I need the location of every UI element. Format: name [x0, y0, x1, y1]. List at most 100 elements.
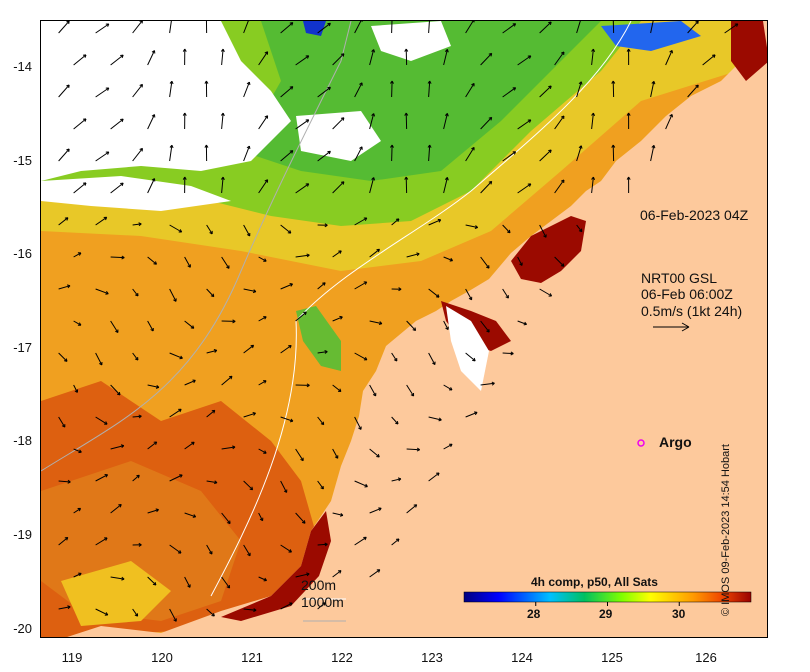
- current-vector: [73, 118, 87, 130]
- cloud-mask-4: [371, 21, 451, 61]
- current-vector: [480, 181, 493, 194]
- current-vector: [295, 254, 310, 258]
- current-vector-head: [120, 444, 125, 449]
- current-vector: [147, 384, 160, 388]
- current-vector-head: [178, 408, 182, 413]
- current-vector: [332, 448, 339, 459]
- current-vector: [591, 113, 594, 130]
- current-vector-head: [120, 118, 124, 123]
- current-vector: [369, 384, 377, 397]
- current-vector-head: [364, 483, 368, 488]
- current-vector: [369, 113, 375, 130]
- current-vector-head: [410, 392, 415, 397]
- current-vector-head: [139, 21, 143, 24]
- current-vector: [169, 352, 183, 359]
- current-vector-head: [151, 50, 156, 54]
- x-tick-label: 124: [511, 650, 533, 665]
- current-vector: [95, 537, 108, 546]
- current-vector: [502, 87, 516, 98]
- current-vector-head: [229, 375, 233, 380]
- current-vector-head: [204, 80, 209, 84]
- current-vector: [258, 256, 267, 262]
- current-vector: [369, 320, 383, 325]
- current-vector-head: [543, 234, 547, 238]
- current-vector-head: [118, 504, 122, 508]
- current-vector: [221, 256, 230, 269]
- current-vector-head: [300, 457, 304, 462]
- current-vector-head: [578, 81, 583, 85]
- current-vector: [258, 51, 269, 66]
- current-vector-head: [303, 311, 307, 316]
- current-vector: [258, 115, 269, 130]
- current-vector-head: [138, 542, 142, 547]
- current-vector-head: [246, 232, 251, 237]
- colorbar-tick-marks: [535, 602, 680, 606]
- current-vector: [517, 256, 523, 266]
- current-vector: [369, 248, 380, 258]
- current-vector: [110, 445, 124, 450]
- current-vector-head: [437, 218, 442, 223]
- current-vector: [280, 480, 288, 493]
- current-vector: [332, 384, 342, 392]
- current-vector-head: [151, 178, 156, 182]
- y-tick-label: -16: [13, 246, 32, 261]
- current-vector-head: [227, 520, 231, 525]
- argo-label: Argo: [659, 434, 692, 450]
- current-vector: [332, 570, 342, 578]
- current-vector-head: [264, 179, 269, 183]
- current-vector-head: [416, 252, 420, 257]
- current-vector: [243, 224, 251, 237]
- current-vector: [221, 113, 224, 130]
- current-vector: [184, 379, 196, 386]
- current-vector: [206, 480, 218, 484]
- current-vector-head: [427, 80, 432, 84]
- current-vector-head: [155, 508, 159, 513]
- current-vector-head: [289, 283, 293, 287]
- current-vector-head: [226, 265, 230, 269]
- current-vector: [332, 512, 344, 516]
- current-vector-head: [78, 449, 82, 454]
- current-vector: [428, 288, 440, 298]
- current-vector: [354, 217, 368, 226]
- current-vector-head: [182, 176, 187, 180]
- colorbar-tick-29: 29: [599, 607, 613, 621]
- current-vector-head: [252, 412, 256, 416]
- current-vector: [243, 480, 253, 491]
- current-vector-head: [361, 21, 363, 22]
- current-vector-head: [591, 176, 596, 181]
- current-vector-head: [376, 453, 380, 458]
- current-vector: [95, 23, 110, 34]
- sst-green-filament: [296, 306, 341, 371]
- current-vector: [650, 21, 654, 34]
- current-vector: [480, 256, 490, 269]
- current-vector: [354, 21, 362, 34]
- current-vector: [502, 352, 514, 355]
- current-vector: [280, 150, 294, 162]
- y-tick-label: -15: [13, 153, 32, 168]
- current-vector-head: [263, 380, 267, 384]
- current-vector-head: [77, 507, 82, 512]
- current-vector: [317, 282, 326, 290]
- current-vector: [110, 182, 124, 194]
- current-vector: [332, 117, 345, 130]
- current-vector-head: [179, 355, 183, 360]
- sst-map[interactable]: 06-Feb-2023 04Z NRT00 GSL 06-Feb 06:00Z …: [40, 20, 768, 638]
- current-vector-head: [527, 119, 532, 123]
- current-vector: [132, 474, 140, 482]
- current-vector-head: [120, 54, 124, 59]
- current-vector-head: [548, 293, 553, 297]
- current-vector-head: [305, 55, 310, 59]
- current-vector-head: [259, 517, 264, 522]
- current-vector-head: [327, 86, 331, 91]
- current-vector: [58, 148, 70, 162]
- current-vector: [243, 608, 257, 611]
- current-vector-head: [104, 474, 109, 478]
- current-vector: [332, 181, 345, 194]
- x-tick-label: 119: [61, 650, 83, 665]
- current-vector-head: [695, 84, 699, 89]
- current-vector: [554, 256, 565, 267]
- current-vector: [317, 22, 331, 34]
- current-vector: [280, 86, 294, 98]
- current-vector-head: [246, 145, 251, 150]
- x-tick-label: 122: [331, 650, 353, 665]
